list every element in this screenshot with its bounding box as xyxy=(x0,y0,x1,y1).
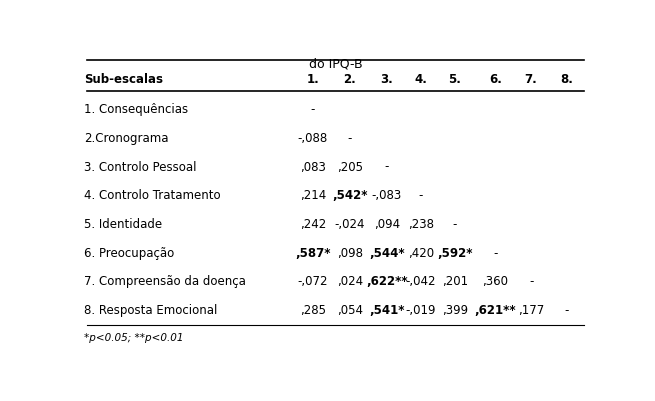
Text: ,622**: ,622** xyxy=(366,275,408,288)
Text: ,420: ,420 xyxy=(408,247,434,260)
Text: -: - xyxy=(529,275,533,288)
Text: -,019: -,019 xyxy=(405,304,436,317)
Text: -: - xyxy=(565,304,569,317)
Text: ,285: ,285 xyxy=(300,304,326,317)
Text: ,177: ,177 xyxy=(518,304,544,317)
Text: -: - xyxy=(384,160,389,174)
Text: ,360: ,360 xyxy=(483,275,508,288)
Text: 8. Resposta Emocional: 8. Resposta Emocional xyxy=(84,304,218,317)
Text: -: - xyxy=(310,103,315,116)
Text: ,242: ,242 xyxy=(300,218,326,231)
Text: 1.: 1. xyxy=(307,73,319,86)
Text: 3. Controlo Pessoal: 3. Controlo Pessoal xyxy=(84,160,197,174)
Text: 6.: 6. xyxy=(489,73,502,86)
Text: ,024: ,024 xyxy=(337,275,363,288)
Text: ,544*: ,544* xyxy=(369,247,405,260)
Text: ,592*: ,592* xyxy=(438,247,473,260)
Text: -: - xyxy=(348,132,352,145)
Text: 4.: 4. xyxy=(415,73,428,86)
Text: -,072: -,072 xyxy=(297,275,328,288)
Text: 4. Controlo Tratamento: 4. Controlo Tratamento xyxy=(84,189,221,202)
Text: -: - xyxy=(493,247,498,260)
Text: ,587*: ,587* xyxy=(295,247,331,260)
Text: 7. Compreensão da doença: 7. Compreensão da doença xyxy=(84,275,246,288)
Text: ,399: ,399 xyxy=(442,304,468,317)
Text: ,238: ,238 xyxy=(408,218,434,231)
Text: ,098: ,098 xyxy=(337,247,363,260)
Text: 7.: 7. xyxy=(525,73,538,86)
Text: 5.: 5. xyxy=(449,73,461,86)
Text: 1. Consequências: 1. Consequências xyxy=(84,103,189,116)
Text: 3.: 3. xyxy=(381,73,394,86)
Text: do IPQ-B: do IPQ-B xyxy=(309,57,362,71)
Text: ,621**: ,621** xyxy=(475,304,516,317)
Text: -,042: -,042 xyxy=(405,275,436,288)
Text: ,083: ,083 xyxy=(300,160,326,174)
Text: 8.: 8. xyxy=(560,73,573,86)
Text: ,201: ,201 xyxy=(442,275,468,288)
Text: 2.Cronograma: 2.Cronograma xyxy=(84,132,169,145)
Text: Sub-escalas: Sub-escalas xyxy=(84,73,163,86)
Text: -,083: -,083 xyxy=(372,189,402,202)
Text: 6. Preocupação: 6. Preocupação xyxy=(84,247,175,260)
Text: *p<0.05; **p<0.01: *p<0.05; **p<0.01 xyxy=(84,333,184,343)
Text: -: - xyxy=(453,218,457,231)
Text: ,542*: ,542* xyxy=(332,189,367,202)
Text: -: - xyxy=(419,189,423,202)
Text: ,205: ,205 xyxy=(337,160,363,174)
Text: ,214: ,214 xyxy=(300,189,326,202)
Text: -,088: -,088 xyxy=(298,132,328,145)
Text: ,541*: ,541* xyxy=(369,304,405,317)
Text: ,054: ,054 xyxy=(337,304,363,317)
Text: 5. Identidade: 5. Identidade xyxy=(84,218,162,231)
Text: 2.: 2. xyxy=(343,73,356,86)
Text: ,094: ,094 xyxy=(374,218,400,231)
Text: -,024: -,024 xyxy=(335,218,365,231)
